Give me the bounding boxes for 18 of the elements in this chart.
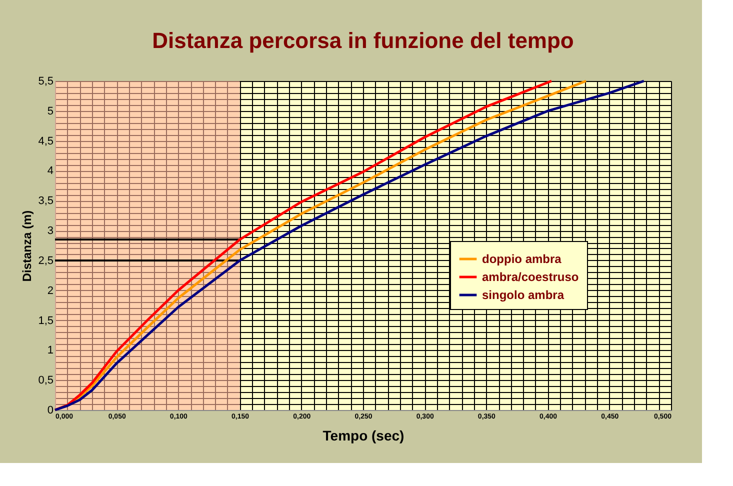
y-tick-label: 1 — [47, 344, 54, 357]
y-axis-title: Distanza (m) — [20, 210, 34, 282]
y-tick-label: 4 — [47, 165, 54, 178]
legend-label: singolo ambra — [482, 288, 564, 302]
chart-title: Distanza percorsa in funzione del tempo — [152, 28, 574, 53]
y-tick-label: 1,5 — [38, 314, 54, 327]
legend-label: doppio ambra — [482, 252, 562, 266]
y-tick-label: 5 — [47, 105, 54, 118]
y-tick-label: 3 — [47, 225, 54, 238]
y-tick-label: 3,5 — [38, 195, 54, 208]
y-tick-label: 0,5 — [38, 374, 54, 387]
y-tick-label: 5,5 — [38, 76, 54, 88]
y-tick-label: 4,5 — [38, 135, 54, 148]
y-tick-label: 2,5 — [38, 254, 54, 267]
y-tick-label: 0 — [47, 404, 54, 416]
legend-label: ambra/coestruso — [482, 270, 579, 284]
x-axis-title: Tempo (sec) — [322, 428, 404, 444]
y-tick-label: 2 — [47, 284, 54, 297]
